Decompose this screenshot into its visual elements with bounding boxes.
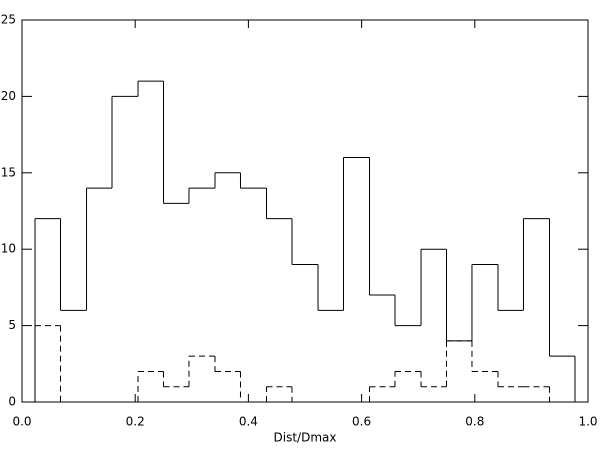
y-tick-label: 5 (8, 318, 16, 332)
y-tick-label: 10 (1, 242, 16, 256)
x-tick-label: 1.0 (578, 415, 597, 429)
x-axis-label: Dist/Dmax (274, 431, 337, 445)
x-tick-label: 0.4 (239, 415, 258, 429)
y-tick-label: 25 (1, 13, 16, 27)
x-tick-label: 0.0 (12, 415, 31, 429)
plot-frame (21, 19, 589, 403)
x-tick-label: 0.8 (465, 415, 484, 429)
y-tick-label: 20 (1, 89, 16, 103)
y-tick-label: 0 (8, 395, 16, 409)
y-tick-label: 15 (1, 165, 16, 179)
x-tick-label: 0.6 (352, 415, 371, 429)
x-tick-label: 0.2 (126, 415, 145, 429)
